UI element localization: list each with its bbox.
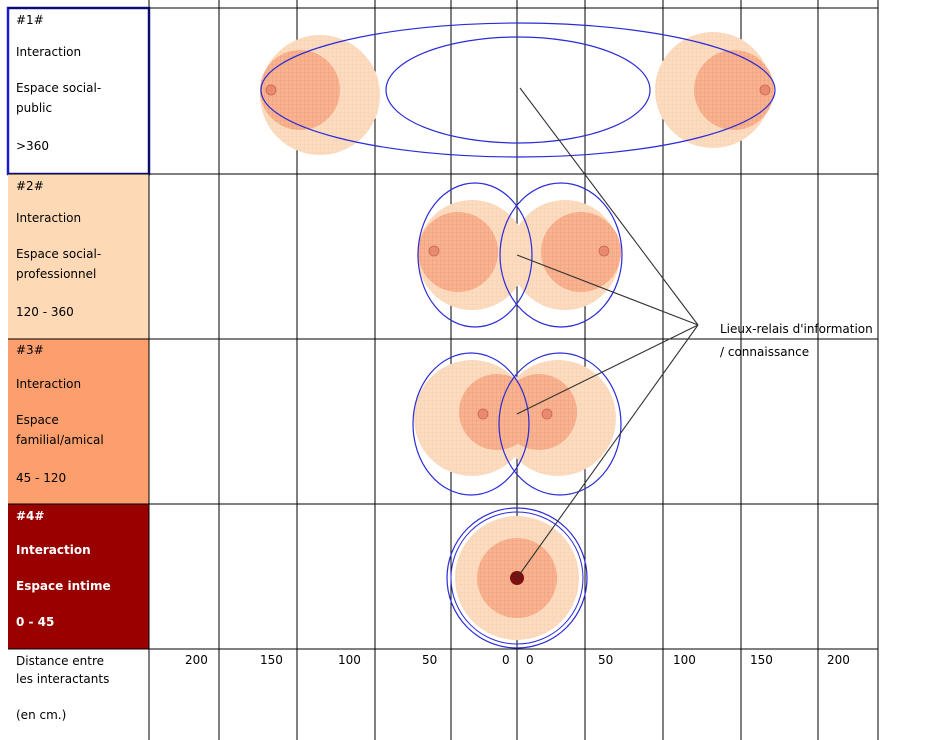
tick-label: 50 xyxy=(422,653,437,667)
zone-2-id: #2# xyxy=(16,179,44,193)
person-dot-icon xyxy=(541,408,553,420)
zone-2-cell xyxy=(8,174,149,339)
person-dot-icon xyxy=(759,84,771,96)
axis-ticks: 200 150 100 50 0 0 50 100 150 200 xyxy=(185,653,850,667)
row-2-professional-figure xyxy=(417,182,623,328)
axis-label-3: (en cm.) xyxy=(16,708,66,722)
zone-3-cell xyxy=(8,339,149,504)
callout-label-line2: / connaissance xyxy=(720,345,809,359)
axis-label-2: les interactants xyxy=(16,672,109,686)
zone-3-space: Espace xyxy=(16,413,59,427)
zone-4-space: Espace intime xyxy=(16,579,111,593)
zone-1-interaction: Interaction xyxy=(16,45,81,59)
zone-1-range: >360 xyxy=(16,139,49,153)
zone-1-space: Espace social- xyxy=(16,81,101,95)
zone-2-space-2: professionnel xyxy=(16,267,96,281)
zone-3-id: #3# xyxy=(16,343,44,357)
person-dot-icon xyxy=(265,84,277,96)
zone-4-cell xyxy=(8,504,149,649)
tick-label: 0 xyxy=(526,653,534,667)
zone-2-space: Espace social- xyxy=(16,247,101,261)
zone-3-space-2: familial/amical xyxy=(16,433,104,447)
zone-4-id: #4# xyxy=(16,509,44,523)
tick-label: 50 xyxy=(598,653,613,667)
zone-3-interaction: Interaction xyxy=(16,377,81,391)
person-dot-icon xyxy=(598,245,610,257)
tick-label: 100 xyxy=(673,653,696,667)
callout-label: Lieux-relais d'information xyxy=(720,322,873,336)
tick-label: 150 xyxy=(750,653,773,667)
tick-label: 0 xyxy=(502,653,510,667)
person-dot-icon xyxy=(428,245,440,257)
callout-lines xyxy=(516,87,699,579)
tick-label: 200 xyxy=(827,653,850,667)
tick-label: 150 xyxy=(260,653,283,667)
zone-1-cell xyxy=(6,6,151,176)
zone-1-id: #1# xyxy=(16,13,44,27)
zone-4-range: 0 - 45 xyxy=(16,615,54,629)
row-1-public-figure xyxy=(260,22,776,158)
zone-2-interaction: Interaction xyxy=(16,211,81,225)
zone-4-interaction: Interaction xyxy=(16,543,91,557)
zone-2-range: 120 - 360 xyxy=(16,305,74,319)
axis-label: Distance entre xyxy=(16,654,104,668)
zone-1-space-2: public xyxy=(16,101,52,115)
tick-label: 100 xyxy=(338,653,361,667)
zone-3-range: 45 - 120 xyxy=(16,471,66,485)
row-3-family-figure xyxy=(412,352,622,496)
person-dot-icon xyxy=(477,408,489,420)
tick-label: 200 xyxy=(185,653,208,667)
